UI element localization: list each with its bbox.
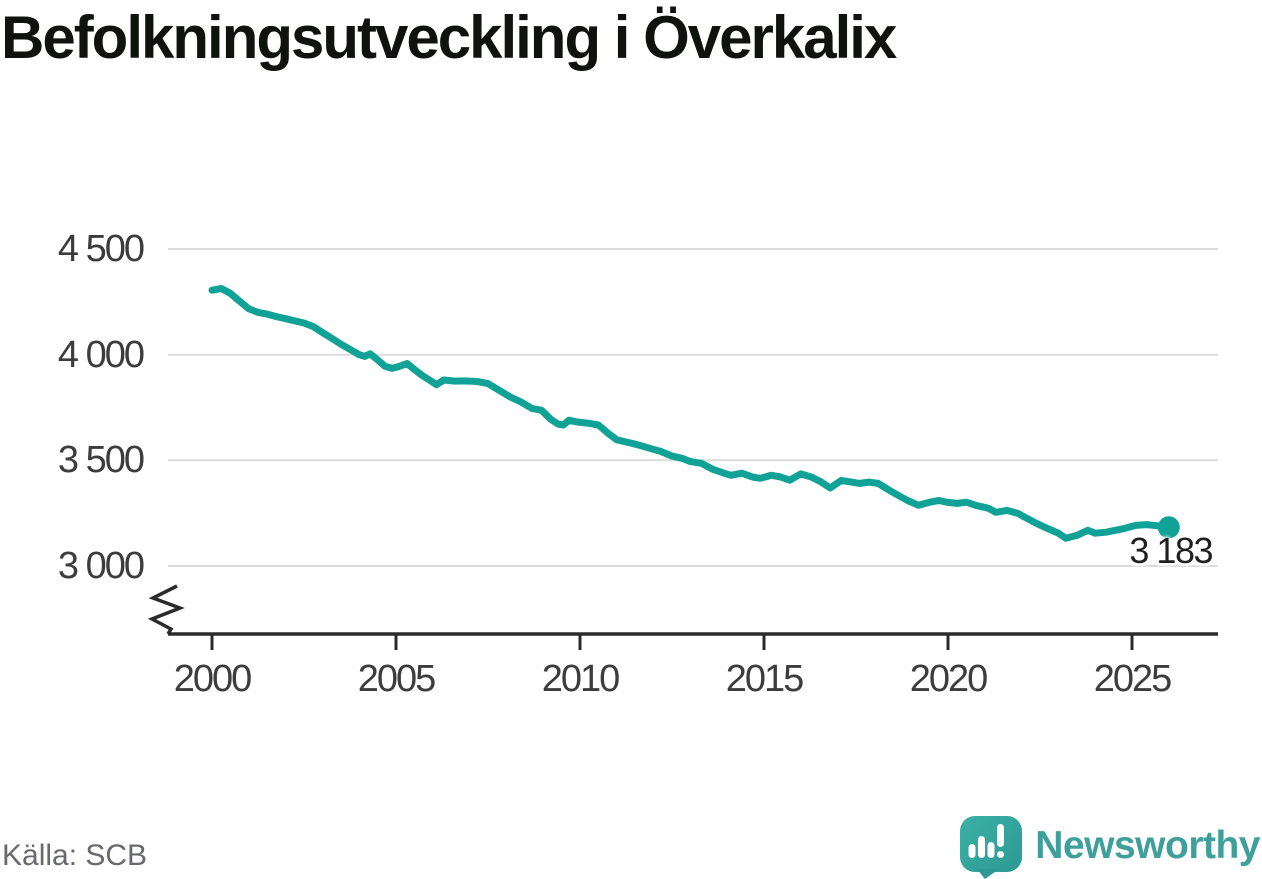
- x-axis-label: 2020: [909, 658, 989, 700]
- bar-3-icon: [987, 842, 995, 858]
- y-axis-label: 3 000: [57, 545, 145, 587]
- x-axis-label: 2015: [725, 658, 805, 700]
- x-axis-label: 2010: [541, 658, 621, 700]
- y-axis-label: 4 000: [57, 334, 145, 376]
- endpoint-value-label: 3 183: [1129, 530, 1213, 571]
- series-endpoint-dot: [1157, 516, 1180, 539]
- x-axis-label: 2025: [1093, 658, 1173, 700]
- population-line: [208, 285, 1173, 542]
- exclamation-dot-icon: [997, 851, 1005, 858]
- exclamation-bar-icon: [997, 824, 1005, 847]
- page-title: Befolkningsutveckling i Överkalix: [1, 4, 897, 71]
- x-axis-label: 2005: [357, 658, 437, 700]
- bar-2-icon: [978, 836, 986, 858]
- y-axis-label: 4 500: [57, 228, 145, 270]
- newsworthy-logo: Newsworthy: [960, 813, 1260, 879]
- bar-1-icon: [968, 844, 976, 858]
- x-axis-label: 2000: [173, 658, 253, 700]
- source-note: Källa: SCB: [2, 839, 148, 872]
- y-axis-label: 3 500: [57, 439, 145, 481]
- newsworthy-logo-icon: [960, 816, 1023, 879]
- newsworthy-logo-text: Newsworthy: [1035, 824, 1260, 867]
- speech-bubble-tail: [977, 869, 1000, 879]
- y-axis-break-icon: [147, 584, 185, 635]
